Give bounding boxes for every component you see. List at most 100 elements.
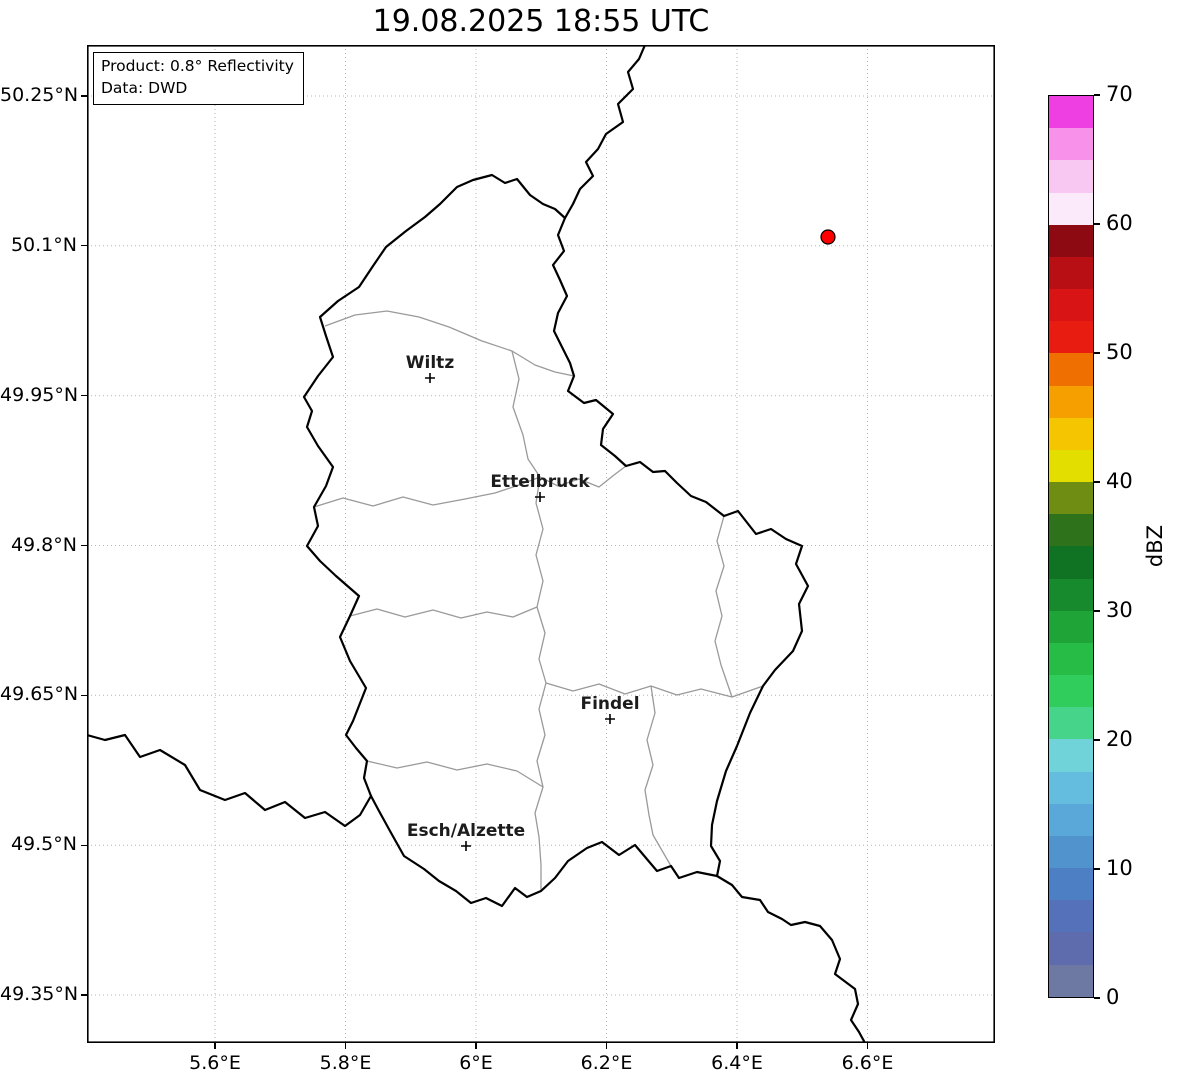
info-box-product: Product: 0.8° Reflectivity <box>101 57 294 75</box>
colorbar-segment <box>1049 932 1093 965</box>
canton-border <box>539 465 627 488</box>
colorbar-axis-label: dBZ <box>1143 524 1167 568</box>
x-axis-tick-label: 5.8°E <box>319 1052 372 1074</box>
colorbar-segment <box>1049 224 1093 257</box>
colorbar-tick-label: 40 <box>1106 469 1133 493</box>
colorbar-segment <box>1049 160 1093 193</box>
city-label: Findel <box>580 694 639 714</box>
colorbar-segment <box>1049 256 1093 290</box>
colorbar-tick-label: 30 <box>1106 598 1133 622</box>
colorbar-tick <box>1094 481 1100 483</box>
colorbar-segment <box>1049 385 1093 418</box>
colorbar-segment <box>1049 321 1093 354</box>
y-axis-tick-label: 50.1°N <box>10 233 77 256</box>
colorbar-tick <box>1094 997 1100 999</box>
canton-border <box>366 760 544 788</box>
canton-border <box>349 606 538 619</box>
colorbar-tick-label: 20 <box>1106 727 1133 751</box>
city-label: Wiltz <box>406 353 455 373</box>
colorbar-segment <box>1049 289 1093 322</box>
colorbar-segment <box>1049 417 1093 450</box>
x-axis-tick <box>344 1043 347 1049</box>
y-axis-tick-label: 50.25°N <box>0 84 79 106</box>
colorbar-segment <box>1049 578 1093 611</box>
colorbar-segment <box>1049 771 1093 804</box>
x-axis-tick <box>475 1043 477 1049</box>
y-axis-tick <box>81 95 87 97</box>
y-axis-tick-label: 49.65°N <box>0 683 79 706</box>
canton-border <box>644 685 672 867</box>
x-axis-tick <box>736 1043 738 1049</box>
y-axis-tick <box>81 994 87 996</box>
colorbar-segment <box>1049 675 1093 708</box>
colorbar-segment <box>1049 868 1093 901</box>
colorbar-segment <box>1049 803 1093 836</box>
x-axis-tick-label: 6°E <box>459 1052 493 1074</box>
colorbar-tick-label: 10 <box>1106 856 1133 880</box>
colorbar-tick-label: 0 <box>1106 985 1120 1009</box>
colorbar-tick <box>1094 223 1100 225</box>
country-border <box>87 733 373 828</box>
city-marker <box>461 841 471 851</box>
city-marker <box>425 373 435 383</box>
colorbar-segment <box>1049 128 1093 161</box>
colorbar-tick <box>1094 868 1100 870</box>
info-box-source: Data: DWD <box>101 78 188 97</box>
colorbar-tick <box>1094 352 1100 354</box>
city-label: Esch/Alzette <box>407 821 525 841</box>
city-marker <box>535 492 545 502</box>
y-axis-tick-label: 49.35°N <box>0 983 79 1005</box>
canton-border <box>534 682 547 891</box>
y-axis-tick <box>81 395 87 397</box>
colorbar-segment <box>1049 900 1093 933</box>
city-marker <box>605 714 615 724</box>
info-box: Product: 0.8° Reflectivity Data: DWD <box>93 52 304 106</box>
canton-border <box>545 682 764 698</box>
canton-border <box>511 350 541 478</box>
plot-frame <box>87 45 995 1043</box>
x-axis-tick-label: 6.2°E <box>580 1052 633 1074</box>
colorbar-tick <box>1094 94 1100 96</box>
x-axis-tick <box>866 1043 869 1049</box>
country-border <box>715 874 867 1043</box>
colorbar-segment <box>1049 514 1093 547</box>
map-canvas: Wiltz Ettelbruck Findel Esch/Alzette <box>87 45 995 1043</box>
y-axis-tick-label: 49.95°N <box>0 383 79 406</box>
canton-border <box>324 310 575 377</box>
colorbar-segment <box>1049 546 1093 579</box>
city-label: Ettelbruck <box>490 472 590 492</box>
colorbar-tick <box>1094 739 1100 741</box>
colorbar <box>1048 95 1094 998</box>
colorbar-segment <box>1049 482 1093 515</box>
map-plot-area: Wiltz Ettelbruck Findel Esch/Alzette Produc… <box>87 45 995 1043</box>
colorbar-segment <box>1049 96 1093 129</box>
y-axis-tick-label: 49.5°N <box>10 833 77 856</box>
page-title: 19.08.2025 18:55 UTC <box>372 4 710 39</box>
x-axis-tick-label: 5.6°E <box>189 1052 241 1074</box>
colorbar-segment <box>1049 353 1093 386</box>
colorbar-tick-label: 50 <box>1106 340 1133 364</box>
country-border <box>563 45 647 220</box>
colorbar-segment <box>1049 610 1093 643</box>
radar-location-dot <box>820 229 836 245</box>
y-axis-tick <box>81 844 87 846</box>
canton-border <box>313 476 541 508</box>
canton-border <box>714 515 733 698</box>
y-axis-tick <box>81 544 87 547</box>
colorbar-segment <box>1049 449 1093 483</box>
colorbar-segment <box>1049 964 1093 997</box>
canton-border <box>535 476 547 684</box>
colorbar-segment <box>1049 739 1093 772</box>
colorbar-tick-label: 60 <box>1106 211 1133 235</box>
colorbar-segment <box>1049 192 1093 225</box>
x-axis-tick <box>605 1043 608 1049</box>
colorbar-segment <box>1049 642 1093 676</box>
x-axis-tick-label: 6.4°E <box>711 1052 763 1074</box>
colorbar-segment <box>1049 707 1093 740</box>
x-axis-tick <box>214 1043 216 1049</box>
country-border <box>302 173 810 908</box>
x-axis-tick-label: 6.6°E <box>841 1052 894 1074</box>
y-axis-tick <box>81 694 87 696</box>
y-axis-tick-label: 49.8°N <box>10 533 77 556</box>
